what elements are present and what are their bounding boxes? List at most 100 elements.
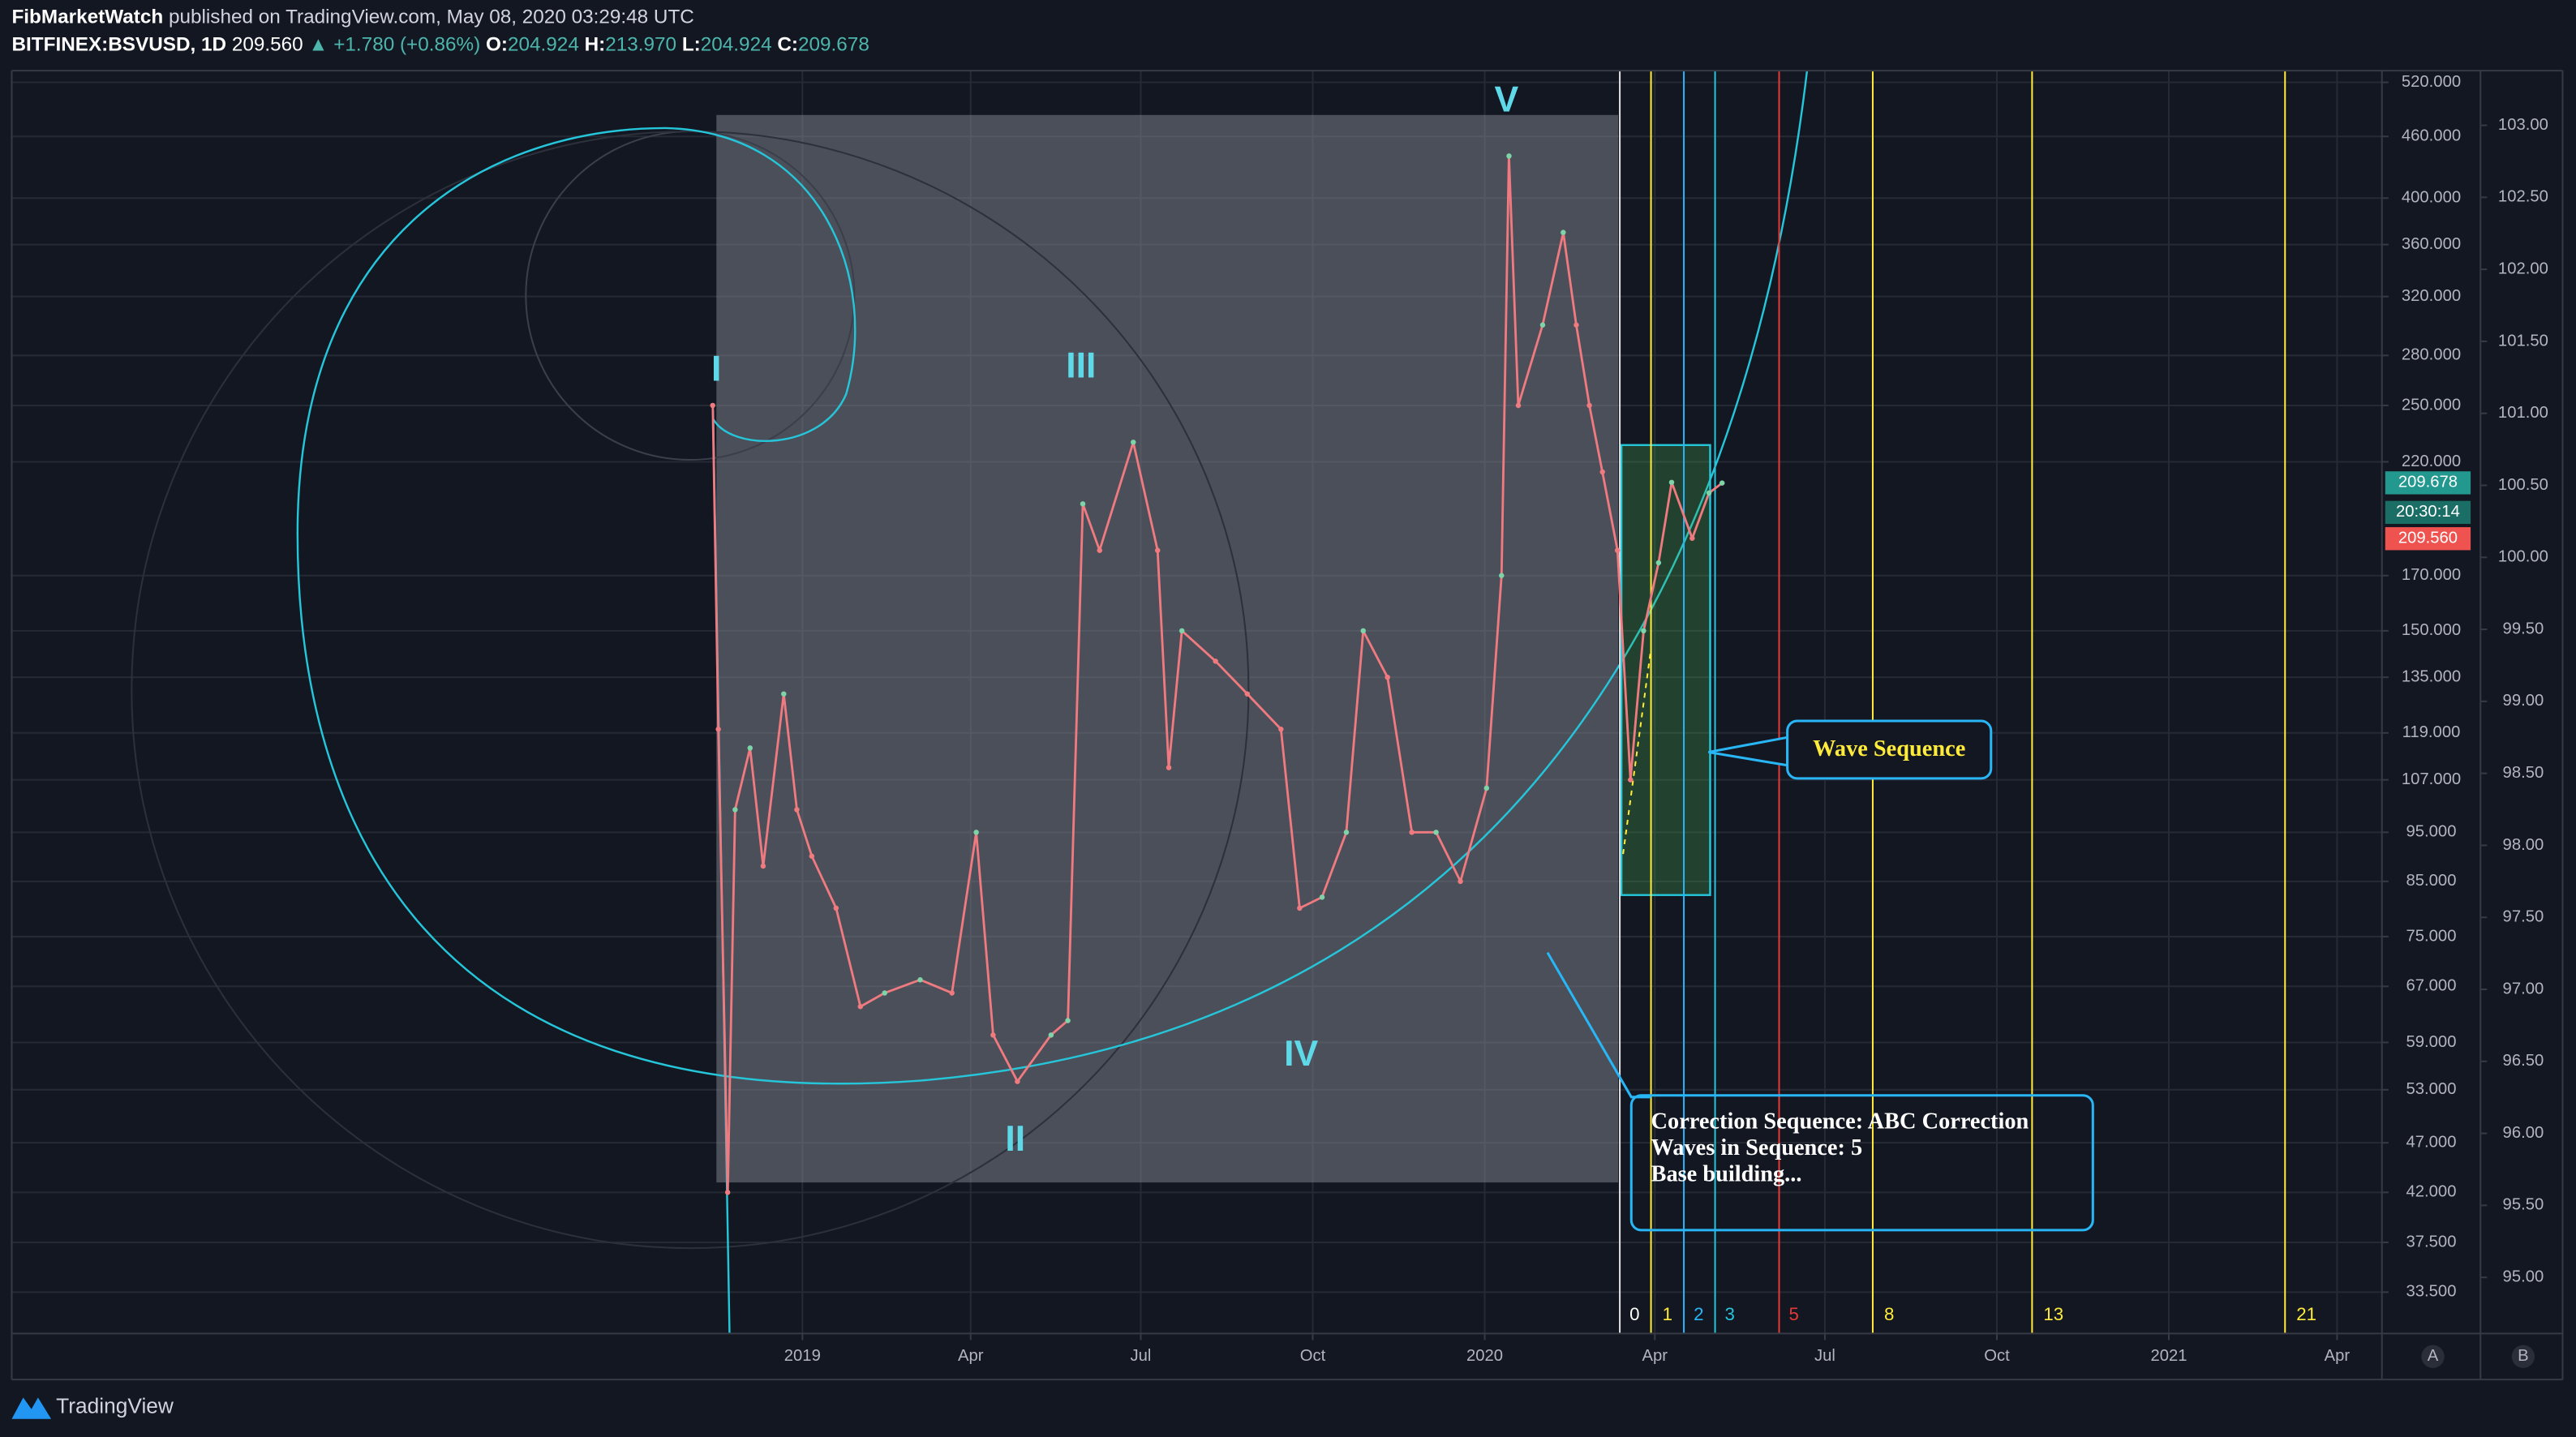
price-point [1360, 628, 1366, 634]
y-tick-label: 520.000 [2402, 73, 2461, 91]
price-point [1080, 501, 1086, 507]
button-b-label[interactable]: B [2518, 1347, 2529, 1365]
button-a-label[interactable]: A [2428, 1347, 2439, 1365]
y2-tick-label: 102.00 [2498, 260, 2548, 277]
price-point [1433, 830, 1439, 835]
logo-icon [11, 1397, 52, 1419]
price-point [760, 863, 766, 869]
button-b[interactable] [2511, 1345, 2535, 1368]
price-series [710, 153, 1725, 1195]
fib-circle-large [131, 130, 1250, 1250]
callout-text: Waves in Sequence: 5 [1651, 1135, 1863, 1160]
y-tick-label: 360.000 [2402, 235, 2461, 253]
y2-tick-label: 95.00 [2503, 1268, 2544, 1286]
y2-tick-label: 100.00 [2498, 548, 2548, 566]
button-a[interactable] [2421, 1345, 2445, 1368]
countdown-text: 20:30:14 [2396, 503, 2460, 521]
price-badge [2385, 527, 2471, 551]
price-point [732, 807, 738, 813]
price-point [1278, 727, 1284, 732]
callout-text: Correction Sequence: ABC Correction [1651, 1109, 2029, 1135]
y-tick-label: 280.000 [2402, 346, 2461, 364]
y2-tick-label: 98.50 [2503, 764, 2544, 782]
callout-text: Wave Sequence [1813, 736, 1965, 761]
price-point [1097, 547, 1103, 553]
y-tick-label: 85.000 [2406, 872, 2457, 890]
price-point [747, 745, 753, 751]
price-point [1166, 765, 1172, 770]
y-tick-label: 135.000 [2402, 668, 2461, 686]
x-tick-label: Oct [1984, 1347, 2010, 1365]
range-box [716, 114, 1619, 1183]
y2-tick-label: 102.50 [2498, 188, 2548, 206]
time-zone-label: 0 [1629, 1304, 1639, 1324]
price-point [724, 1190, 731, 1195]
price-point [949, 990, 955, 996]
wave-label: III [1066, 345, 1096, 385]
price-point [1213, 658, 1218, 664]
price-point [917, 976, 923, 983]
x-tick-label: Apr [1642, 1347, 1668, 1365]
y-tick-label: 42.000 [2406, 1183, 2457, 1201]
price-point [715, 727, 721, 732]
countdown-badge [2385, 500, 2471, 525]
price-point [1706, 490, 1712, 496]
price-point [794, 807, 800, 813]
price-point [1574, 322, 1579, 328]
y-tick-label: 220.000 [2402, 453, 2461, 470]
y2-tick-label: 99.00 [2503, 692, 2544, 710]
callout-pointer [1546, 951, 1651, 1099]
header-line-2: BITFINEX:BSVUSD, 1D 209.560 ▲ +1.780 (+0… [11, 34, 869, 56]
price-point [1506, 153, 1512, 159]
y-tick-label: 59.000 [2406, 1033, 2457, 1051]
price-point [710, 402, 715, 409]
y2-tick-label: 96.50 [2503, 1052, 2544, 1070]
o-label: O: [486, 34, 508, 56]
y-tick-label: 33.500 [2406, 1283, 2457, 1301]
price-point [1065, 1018, 1071, 1023]
time-zone-label: 5 [1789, 1304, 1799, 1324]
price-point [1614, 547, 1621, 553]
price-point [1015, 1079, 1020, 1084]
price-point [833, 905, 839, 912]
y-tick-label: 67.000 [2406, 977, 2457, 995]
price-point [1586, 402, 1592, 409]
price-badge-text: 209.678 [2398, 474, 2458, 491]
fib-time-zones: 0 1 2 3 5 8 13 21 [1619, 71, 2316, 1334]
h-value: 213.970 [605, 34, 676, 56]
price-point [1458, 878, 1463, 885]
y-tick-label: 37.500 [2406, 1233, 2457, 1250]
price-point [1599, 469, 1605, 475]
wave-label: I [711, 349, 721, 388]
price-point [973, 830, 979, 835]
symbol: BITFINEX:BSVUSD, 1D [11, 34, 226, 56]
y-tick-label: 107.000 [2402, 770, 2461, 788]
price-point [809, 853, 815, 859]
y2-tick-label: 95.50 [2503, 1196, 2544, 1214]
y-tick-label: 460.000 [2402, 127, 2461, 145]
wave-label: II [1005, 1119, 1025, 1159]
l-label: L: [682, 34, 701, 56]
price-point [1719, 480, 1725, 486]
price-point [857, 1003, 864, 1010]
time-zone-label: 2 [1694, 1304, 1703, 1324]
price-point [781, 691, 787, 697]
c-label: C: [777, 34, 798, 56]
price-point [1655, 560, 1662, 566]
price-point [882, 990, 887, 996]
price-point [1048, 1032, 1054, 1038]
last: 209.560 [232, 34, 303, 56]
x-tick-label: 2019 [784, 1347, 821, 1365]
x-tick-label: 2021 [2150, 1347, 2187, 1365]
price-point [1668, 479, 1675, 486]
y-tick-label: 250.000 [2402, 396, 2461, 414]
price-point [1409, 830, 1415, 835]
price-badge-text: 209.560 [2398, 530, 2458, 547]
price-point [1499, 573, 1505, 578]
time-zone-label: 21 [2296, 1304, 2316, 1324]
x-tick-label: Apr [958, 1347, 984, 1365]
wave-label: V [1494, 79, 1518, 119]
l-value: 204.924 [701, 34, 772, 56]
